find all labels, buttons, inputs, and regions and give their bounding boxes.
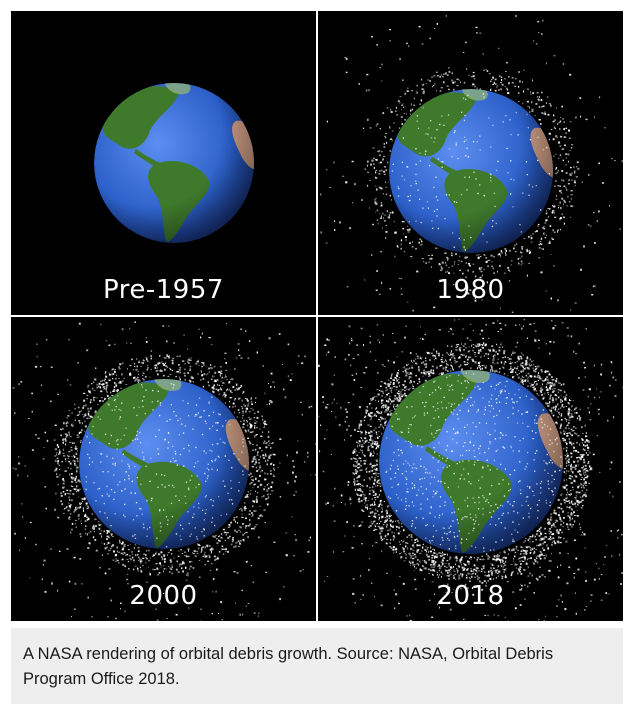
panel-label: 1980	[436, 275, 505, 305]
panel-label: 2018	[436, 581, 505, 611]
earth-image	[94, 83, 254, 243]
panel-2018: 2018	[318, 317, 623, 621]
panel-label: Pre-1957	[103, 275, 224, 305]
panel-pre-1957: Pre-1957	[11, 11, 316, 315]
earth-image	[12, 321, 316, 621]
panel-label: 2000	[129, 581, 198, 611]
image-caption: A NASA rendering of orbital debris growt…	[11, 628, 623, 704]
panel-1980: 1980	[318, 11, 623, 315]
panel-2000: 2000	[11, 317, 316, 621]
debris-image-grid: Pre-1957 1980 2000 2018	[11, 11, 623, 621]
earth-image	[320, 14, 623, 313]
earth-image	[318, 319, 623, 621]
